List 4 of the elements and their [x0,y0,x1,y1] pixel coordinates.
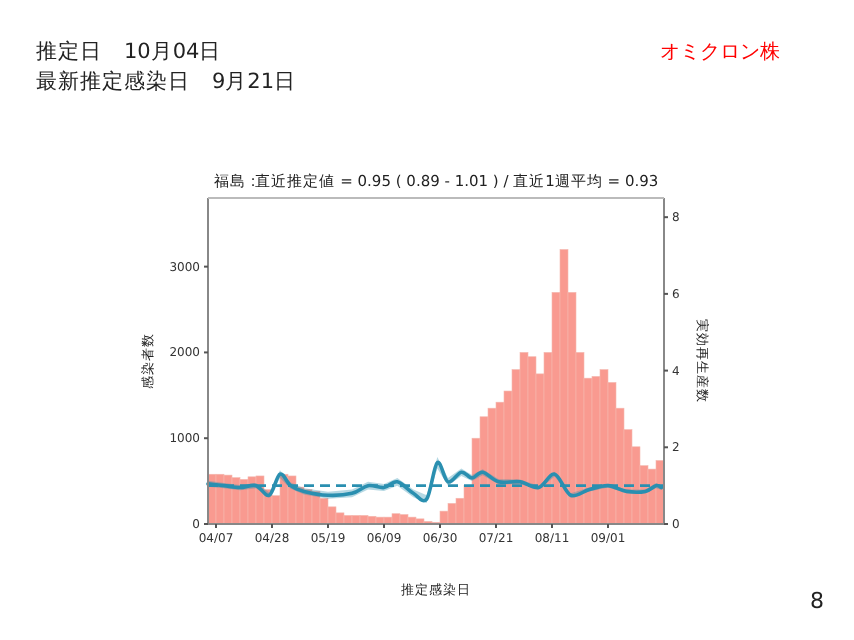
text: 8 [810,588,824,614]
text: オミクロン株 [660,40,780,64]
text: 推定日 10月04日 [36,38,222,64]
text: 最新推定感染日 9月21日 [36,68,297,94]
